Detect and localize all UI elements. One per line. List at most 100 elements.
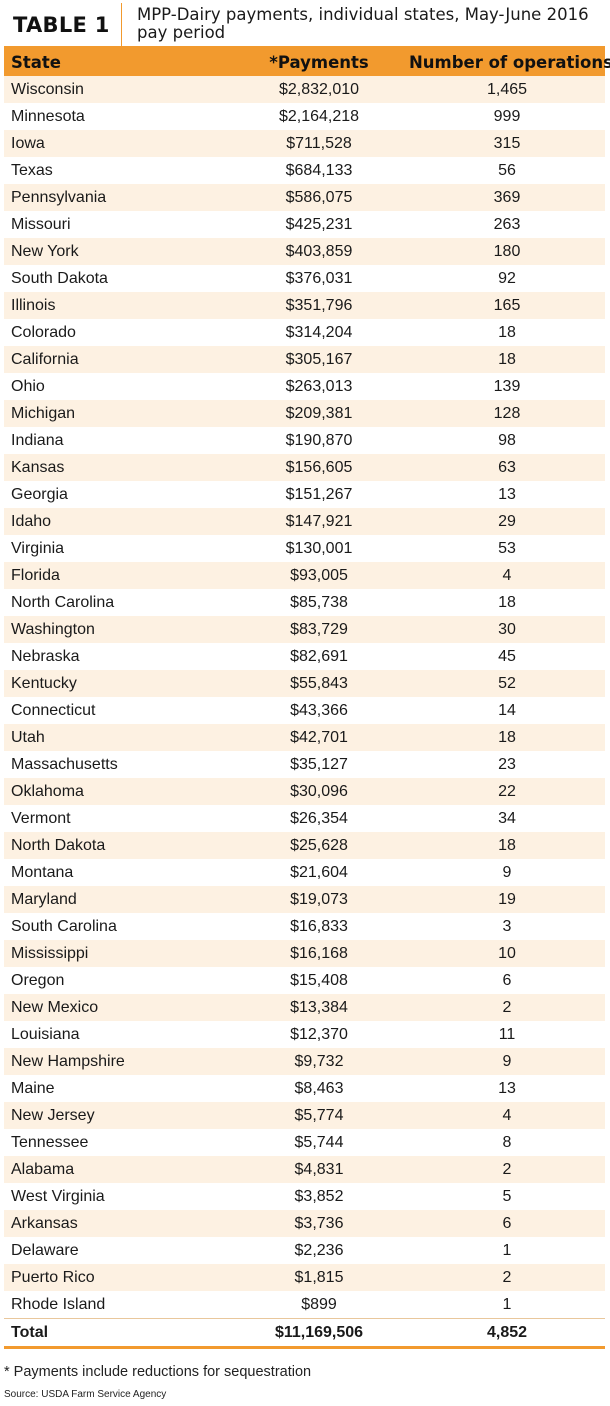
table-row: Kansas $156,605 63 [4,454,605,481]
cell-operations: 34 [498,810,516,827]
cell-operations: 10 [498,945,516,962]
table-row: North Carolina $85,738 18 [4,589,605,616]
cell-payments: $85,738 [290,594,348,611]
cell-payments: $147,921 [285,513,353,530]
cell-operations: 30 [498,621,516,638]
cell-state: Massachusetts [11,756,118,773]
cell-operations: 18 [498,351,516,368]
cell-state: Oklahoma [11,783,84,800]
cell-operations: 6 [502,972,512,989]
table-row: Minnesota $2,164,218 999 [4,103,605,130]
cell-payments: $55,843 [290,675,348,692]
cell-state: Iowa [11,135,45,152]
cell-state: Colorado [11,324,76,341]
cell-operations: 2 [502,1269,512,1286]
cell-payments: $9,732 [294,1053,344,1070]
cell-state: Georgia [11,486,68,503]
cell-operations: 139 [493,378,521,395]
cell-payments: $83,729 [290,621,348,638]
table-row: Indiana $190,870 98 [4,427,605,454]
cell-payments: $21,604 [290,864,348,881]
cell-operations: 18 [498,594,516,611]
table-row: Iowa $711,528 315 [4,130,605,157]
table-row: Maine $8,463 13 [4,1075,605,1102]
cell-state: Nebraska [11,648,80,665]
cell-state: Illinois [11,297,56,314]
cell-payments: $684,133 [285,162,353,179]
column-header-operations: Number of operations [409,53,610,72]
cell-operations: 53 [498,540,516,557]
cell-payments: $82,691 [290,648,348,665]
table-row: New Jersey $5,774 4 [4,1102,605,1129]
table-row: Mississippi $16,168 10 [4,940,605,967]
total-operations: 4,852 [486,1324,528,1341]
cell-state: Connecticut [11,702,96,719]
table-row: North Dakota $25,628 18 [4,832,605,859]
cell-state: South Dakota [11,270,108,287]
cell-state: Washington [11,621,95,638]
cell-operations: 1,465 [486,81,528,98]
table-row: Pennsylvania $586,075 369 [4,184,605,211]
table-row: Virginia $130,001 53 [4,535,605,562]
cell-state: Montana [11,864,74,881]
table-row: Michigan $209,381 128 [4,400,605,427]
cell-state: North Carolina [11,594,115,611]
column-header-payments: *Payments [269,53,369,72]
cell-payments: $3,852 [294,1188,344,1205]
table-row: Oregon $15,408 6 [4,967,605,994]
cell-state: Alabama [11,1161,75,1178]
cell-payments: $209,381 [285,405,353,422]
cell-payments: $3,736 [294,1215,344,1232]
cell-state: Florida [11,567,60,584]
table-row: Kentucky $55,843 52 [4,670,605,697]
cell-operations: 13 [498,486,516,503]
cell-payments: $263,013 [285,378,353,395]
cell-payments: $314,204 [285,324,353,341]
cell-operations: 4 [502,1107,512,1124]
cell-payments: $16,168 [290,945,348,962]
table-row: Nebraska $82,691 45 [4,643,605,670]
cell-state: Ohio [11,378,45,395]
cell-state: Utah [11,729,45,746]
cell-payments: $586,075 [285,189,353,206]
cell-payments: $25,628 [290,837,348,854]
total-row: Total $11,169,506 4,852 [4,1318,605,1349]
cell-operations: 18 [498,729,516,746]
cell-payments: $2,164,218 [278,108,360,125]
cell-state: Pennsylvania [11,189,107,206]
cell-operations: 22 [498,783,516,800]
cell-payments: $156,605 [285,459,353,476]
cell-payments: $8,463 [294,1080,344,1097]
cell-state: Idaho [11,513,52,530]
cell-state: Kentucky [11,675,77,692]
cell-payments: $43,366 [290,702,348,719]
cell-payments: $190,870 [285,432,353,449]
table-row: Wisconsin $2,832,010 1,465 [4,76,605,103]
table-row: Rhode Island $899 1 [4,1291,605,1318]
column-header-state: State [11,53,61,72]
table-row: South Carolina $16,833 3 [4,913,605,940]
cell-state: South Carolina [11,918,117,935]
cell-operations: 63 [498,459,516,476]
table-label: TABLE 1 [13,13,110,37]
column-header-row: State *Payments Number of operations [4,49,610,76]
cell-payments: $425,231 [285,216,353,233]
cell-payments: $711,528 [286,135,352,152]
cell-operations: 23 [498,756,516,773]
cell-state: Vermont [11,810,71,827]
table-row: California $305,167 18 [4,346,605,373]
cell-payments: $93,005 [290,567,348,584]
cell-operations: 315 [493,135,521,152]
footnote: * Payments include reductions for seques… [4,1364,312,1380]
table-row: Arkansas $3,736 6 [4,1210,605,1237]
cell-operations: 13 [498,1080,516,1097]
cell-state: Wisconsin [11,81,84,98]
table-row: Maryland $19,073 19 [4,886,605,913]
cell-state: Oregon [11,972,65,989]
total-label: Total [11,1324,49,1341]
source-note: Source: USDA Farm Service Agency [4,1389,167,1400]
table-row: Georgia $151,267 13 [4,481,605,508]
cell-payments: $26,354 [290,810,348,827]
cell-state: Minnesota [11,108,85,125]
cell-payments: $12,370 [290,1026,348,1043]
